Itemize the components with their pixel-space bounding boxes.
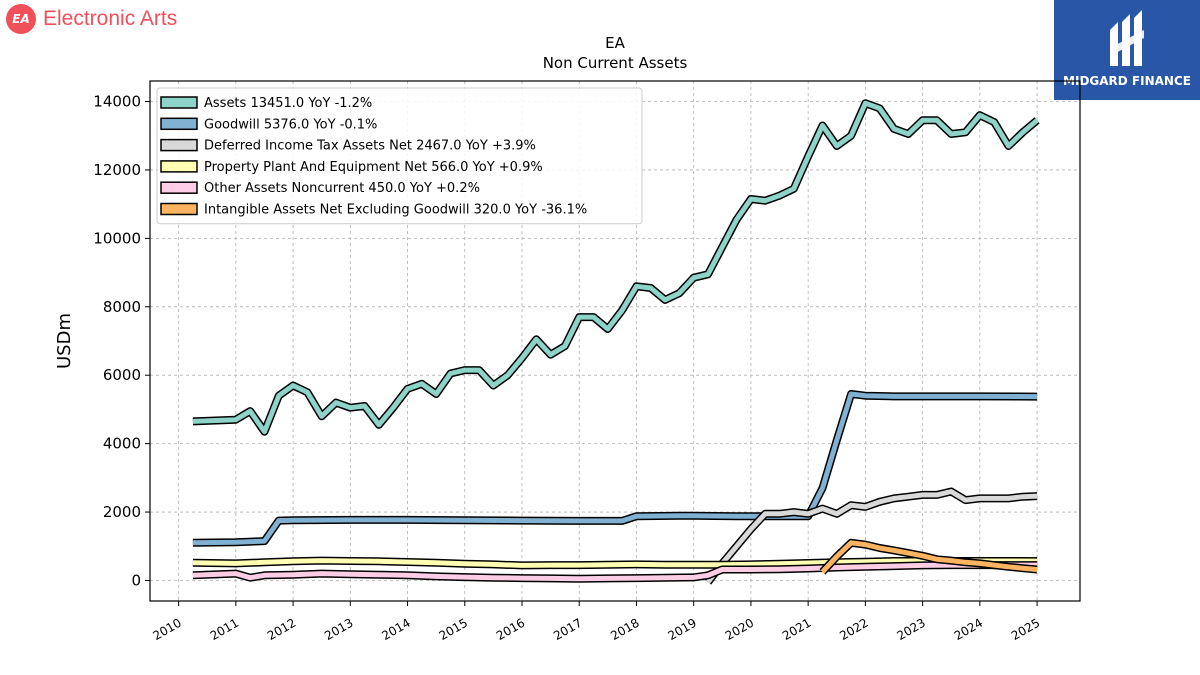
x-tick-label: 2018: [608, 616, 641, 643]
x-tick-label: 2012: [265, 616, 298, 643]
series-line: [192, 391, 1038, 546]
legend-swatch: [160, 181, 198, 194]
x-axis-ticks: 2010 2011 2012 2013 2014 2015 2016 2017 2018 2019…: [150, 601, 1042, 643]
legend: Assets 13451.0 YoY -1.2% Goodwill 5376.0 …: [156, 87, 643, 225]
legend-swatch: [160, 160, 198, 173]
series-line: [820, 540, 1038, 574]
x-tick-label: 2022: [837, 616, 870, 643]
brand-name: Electronic Arts: [43, 7, 178, 30]
chart-subtitle: Non Current Assets: [543, 54, 688, 72]
legend-label: Other Assets Noncurrent 450.0 YoY +0.2%: [204, 181, 480, 196]
x-tick-label: 2019: [666, 616, 699, 643]
series-line: [706, 489, 1038, 584]
x-tick-label: 2014: [379, 616, 412, 643]
series-line: [192, 562, 1038, 582]
x-tick-label: 2023: [894, 616, 927, 643]
series-line: [192, 558, 1038, 568]
legend-label: Intangible Assets Net Excluding Goodwill…: [204, 203, 587, 218]
x-tick-label: 2025: [1009, 616, 1042, 643]
plot-frame: [149, 80, 1081, 602]
chart-title: EA: [605, 34, 625, 52]
x-tick-label: 2013: [322, 616, 355, 643]
legend-box: [156, 87, 643, 225]
y-tick-label: 14000: [93, 93, 141, 111]
series-line: [192, 100, 1039, 435]
partner-logo: MIDGARD FINANCE: [1054, 0, 1200, 100]
brand-logo: EA Electronic Arts: [6, 4, 177, 34]
legend-label: Assets 13451.0 YoY -1.2%: [204, 96, 372, 111]
legend-swatch: [160, 96, 198, 109]
legend-swatch: [160, 202, 198, 216]
y-tick-label: 6000: [103, 366, 141, 384]
ea-logo-icon: EA: [6, 4, 36, 34]
midgard-mark-icon: [1110, 10, 1144, 66]
legend-swatch: [160, 117, 198, 131]
legend-label: Goodwill 5376.0 YoY -0.1%: [204, 117, 377, 132]
x-tick-label: 2015: [437, 616, 470, 643]
y-tick-label: 4000: [103, 435, 141, 453]
legend-swatch: [160, 138, 198, 152]
y-tick-label: 12000: [93, 161, 141, 179]
series-layer: [192, 99, 1040, 585]
y-tick-label: 2000: [103, 503, 141, 521]
x-tick-label: 2017: [551, 616, 584, 643]
y-tick-label: 8000: [103, 298, 141, 316]
x-tick-label: 2021: [780, 616, 813, 643]
x-tick-label: 2020: [723, 616, 756, 643]
x-tick-label: 2016: [494, 616, 527, 643]
legend-label: Property Plant And Equipment Net 566.0 Y…: [204, 160, 543, 175]
x-tick-label: 2024: [952, 616, 985, 643]
partner-name: MIDGARD FINANCE: [1063, 74, 1191, 88]
y-tick-label: 10000: [93, 229, 141, 247]
x-tick-label: 2010: [150, 616, 183, 643]
y-axis-label: USDm: [54, 313, 75, 369]
y-axis-ticks: 0 2000 4000 6000 8000 10000 12000 14000: [93, 93, 150, 589]
y-tick-label: 0: [131, 571, 141, 589]
x-tick-label: 2011: [208, 616, 241, 643]
legend-label: Deferred Income Tax Assets Net 2467.0 Yo…: [204, 139, 536, 154]
